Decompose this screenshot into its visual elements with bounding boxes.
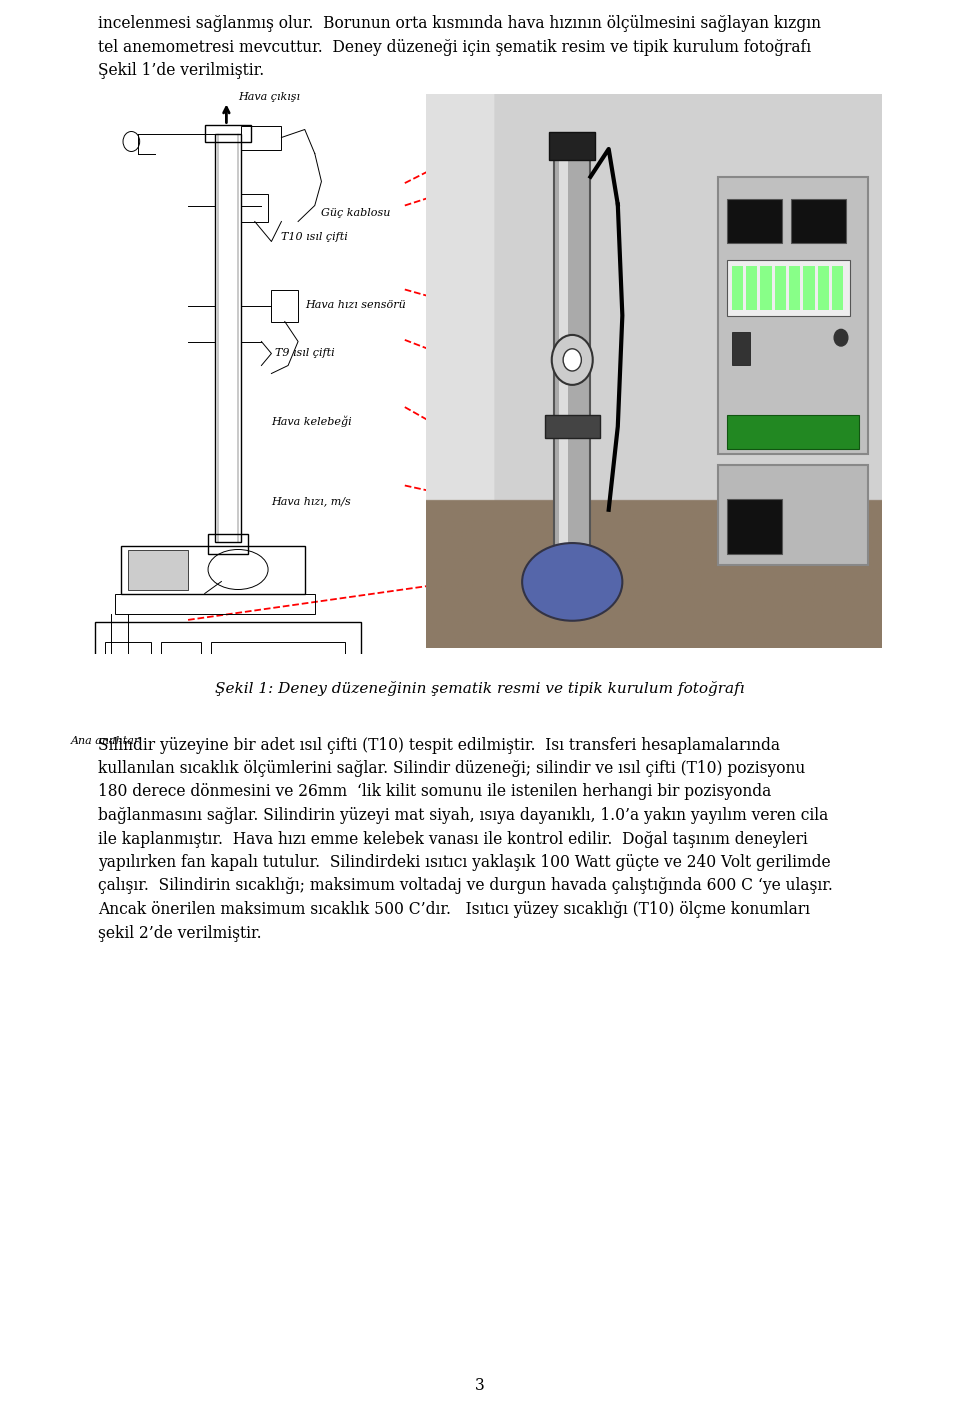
Bar [95,621,362,713]
Bar [559,138,567,592]
Bar [727,261,851,316]
Text: Şekil 1’de verilmiştir.: Şekil 1’de verilmiştir. [98,63,264,78]
Ellipse shape [522,543,622,621]
Bar [804,265,815,310]
Bar [161,641,202,702]
Text: T10 ısıl çifti: T10 ısıl çifti [281,232,348,242]
Text: Silindir yüzeyine bir adet ısıl çifti (T10) tespit edilmiştir.  Isı transferi he: Silindir yüzeyine bir adet ısıl çifti (T… [98,736,780,753]
Circle shape [552,335,592,384]
Bar [241,125,281,150]
Text: Güç kablosu: Güç kablosu [322,208,391,218]
Text: tel anemometresi mevcuttur.  Deney düzeneği için şematik resim ve tipik kurulum : tel anemometresi mevcuttur. Deney düzene… [98,38,811,56]
Bar [554,138,590,592]
Bar [718,466,869,565]
Text: Ancak önerilen maksimum sıcaklık 500 C’dır.   Isıtıcı yüzey sıcaklığı (T10) ölçm: Ancak önerilen maksimum sıcaklık 500 C’d… [98,901,810,918]
Text: T9 ısıl çifti: T9 ısıl çifti [275,349,334,359]
Bar [128,550,188,590]
Text: ile kaplanmıştır.  Hava hızı emme kelebek vanası ile kontrol edilir.  Doğal taşı: ile kaplanmıştır. Hava hızı emme kelebek… [98,830,807,847]
Bar [215,134,241,541]
Bar [760,265,772,310]
Circle shape [105,659,114,672]
Bar [121,545,304,594]
Bar [241,194,268,222]
Text: Şekil 1: Deney düzeneğinin şematik resmi ve tipik kurulum fotoğrafı: Şekil 1: Deney düzeneğinin şematik resmi… [215,682,745,696]
Text: Hava hızı, m/s: Hava hızı, m/s [272,497,351,507]
Circle shape [564,349,582,372]
Bar [204,125,252,141]
Bar [545,416,600,437]
Text: 3: 3 [475,1377,485,1394]
Text: 180 derece dönmesini ve 26mm  ‘lik kilit somunu ile istenilen herhangi bir pozis: 180 derece dönmesini ve 26mm ‘lik kilit … [98,783,771,800]
Bar [732,332,750,366]
Bar [105,641,152,702]
Text: incelenmesi sağlanmış olur.  Borunun orta kısmında hava hızının ölçülmesini sağl: incelenmesi sağlanmış olur. Borunun orta… [98,16,821,31]
Text: Hava hızı sensörü: Hava hızı sensörü [304,300,405,310]
Text: yapılırken fan kapalı tutulur.  Silindirdeki ısıtıcı yaklaşık 100 Watt güçte ve : yapılırken fan kapalı tutulur. Silindird… [98,854,830,871]
Text: Hava çıkışı: Hava çıkışı [238,93,300,103]
Text: bağlanmasını sağlar. Silindirin yüzeyi mat siyah, ısıya dayanıklı, 1.0’a yakın y: bağlanmasını sağlar. Silindirin yüzeyi m… [98,807,828,824]
Bar [272,289,299,322]
Text: şekil 2’de verilmiştir.: şekil 2’de verilmiştir. [98,924,262,941]
Bar [718,177,869,454]
Bar [727,199,781,244]
Bar [818,265,829,310]
Bar [791,199,846,244]
Text: Hava kelebeği: Hava kelebeği [272,416,352,427]
Bar [775,265,786,310]
Text: çalışır.  Silindirin sıcaklığı; maksimum voltadaj ve durgun havada çalıştığında : çalışır. Silindirin sıcaklığı; maksimum … [98,877,833,894]
Bar [114,594,315,614]
Bar [549,132,595,159]
Bar [732,265,743,310]
Bar [746,265,757,310]
Bar [727,416,859,449]
Bar [208,534,248,554]
Text: kullanılan sıcaklık ölçümlerini sağlar. Silindir düzeneği; silindir ve ısıl çift: kullanılan sıcaklık ölçümlerini sağlar. … [98,760,805,778]
Bar [832,265,843,310]
Bar [727,498,781,554]
Text: Ana anahtar: Ana anahtar [71,736,140,746]
Bar [789,265,801,310]
Bar [211,641,345,682]
Circle shape [834,329,848,346]
